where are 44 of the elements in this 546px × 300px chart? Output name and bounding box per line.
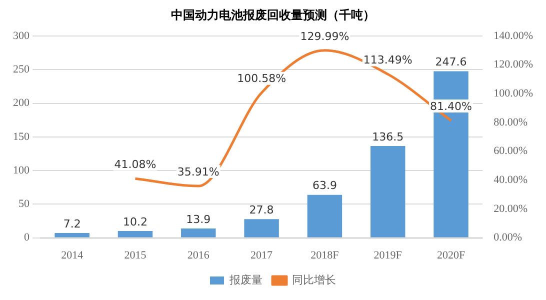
data-label: 41.08%	[114, 158, 156, 171]
data-label: 136.5	[372, 130, 404, 144]
data-label: 13.9	[186, 212, 211, 226]
bar	[54, 232, 90, 238]
y2-tick-label: 100.00%	[494, 88, 534, 100]
data-label: 81.40%	[430, 100, 472, 113]
bar	[370, 146, 406, 238]
data-label: 129.99%	[300, 30, 350, 43]
y-tick-label: 50	[18, 198, 30, 210]
y2-tick-label: 120.00%	[494, 58, 534, 71]
y2-tick-label: 20.00%	[494, 202, 528, 215]
data-label: 27.8	[249, 203, 274, 216]
bar	[118, 230, 153, 238]
bar	[244, 219, 279, 238]
data-label: 7.2	[63, 217, 81, 230]
x-tick-label: 2014	[61, 249, 84, 262]
y2-tick-label: 60.00%	[494, 145, 528, 158]
x-tick-label: 2019F	[374, 249, 402, 262]
data-label: 113.49%	[363, 54, 412, 67]
y2-tick-label: 140.00%	[494, 30, 534, 42]
data-label: 63.9	[312, 179, 337, 192]
x-tick-label: 2016	[187, 249, 210, 262]
bar	[181, 228, 216, 238]
x-tick-label: 2017	[250, 249, 274, 262]
legend-label: 同比增长	[292, 274, 336, 287]
data-label: 35.91%	[177, 165, 220, 178]
x-tick-label: 2020F	[436, 249, 466, 262]
x-tick-label: 2018F	[310, 249, 339, 262]
chart-title: 中国动力电池报废回收量预测（千吨）	[170, 7, 376, 24]
y-tick-label: 0	[24, 232, 30, 244]
y2-tick-label: 80.00%	[494, 116, 528, 128]
y-tick-label: 300	[13, 30, 30, 42]
legend-label: 报废量	[228, 274, 262, 287]
data-label: 247.6	[435, 56, 467, 69]
y2-tick-label: 0.00%	[494, 232, 522, 244]
x-tick-label: 2015	[124, 249, 147, 262]
y2-tick-label: 40.00%	[494, 174, 528, 186]
y-tick-label: 100	[13, 164, 30, 176]
y-tick-label: 150	[13, 130, 30, 143]
y-tick-label: 200	[13, 97, 30, 110]
bar	[307, 194, 342, 238]
data-label: 100.58%	[237, 72, 286, 86]
y-tick-label: 250	[13, 64, 30, 76]
data-label: 10.2	[122, 215, 148, 228]
